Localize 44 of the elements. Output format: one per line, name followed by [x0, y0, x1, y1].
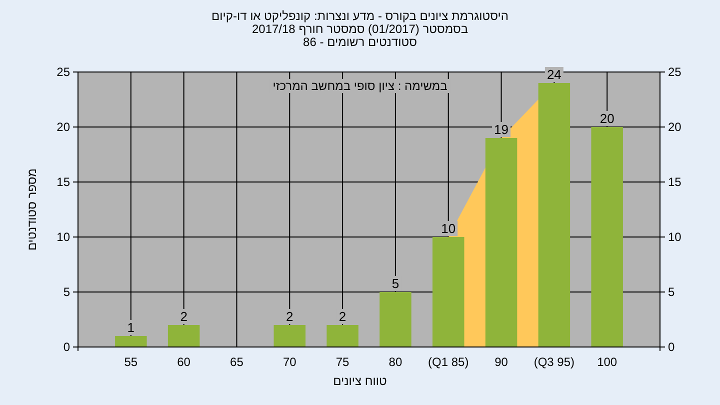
x-tick-label: 100 [597, 355, 618, 369]
bar [115, 336, 147, 347]
data-label: 19 [494, 122, 509, 137]
bar [591, 127, 623, 347]
x-tick-label: (Q1 85) [428, 355, 469, 369]
y-tick-label: 5 [63, 285, 70, 299]
bar [432, 237, 464, 347]
text: סטודנטים רשומים - 86 [303, 35, 418, 49]
y2-tick-label: 5 [668, 285, 675, 299]
x-tick-label: 70 [282, 355, 297, 369]
data-label: 2 [286, 309, 294, 324]
y-axis-title: מספר סטודנטים [25, 168, 39, 251]
bar [274, 325, 306, 347]
x-tick-label: 60 [177, 355, 191, 369]
y2-tick-label: 25 [668, 65, 682, 79]
data-label: 2 [338, 309, 346, 324]
data-label: 20 [600, 111, 614, 126]
data-label: 2 [180, 309, 188, 324]
x-tick-label: 55 [124, 355, 138, 369]
chart-title: היסטוגרמת ציונים בקורס - מדע ונצרות: קונפליקט או דו-קיום [212, 9, 508, 23]
y-tick-label: 10 [56, 230, 70, 244]
data-label: 5 [392, 276, 400, 291]
chart-subtitle: בסמסטר (01/2017) סמסטר חורף 2017/18 [252, 22, 468, 36]
y-tick-label: 0 [63, 340, 70, 354]
x-tick-label: 75 [336, 355, 350, 369]
x-tick-label: (Q3 95) [534, 355, 575, 369]
bar [326, 325, 358, 347]
x-tick-label: 90 [494, 355, 508, 369]
y-tick-label: 25 [56, 65, 70, 79]
x-tick-label: 80 [388, 355, 402, 369]
x-axis-title: טווח ציונים [333, 374, 388, 388]
bar [380, 292, 412, 347]
data-label: 24 [546, 67, 562, 82]
y-tick-label: 15 [56, 175, 70, 189]
y-tick-label: 20 [56, 120, 70, 134]
data-label: 1 [127, 320, 135, 335]
x-tick-label: 65 [230, 355, 244, 369]
bar [168, 325, 200, 347]
annotation: במשימה : ציון סופי במחשב המרכזי [272, 79, 448, 93]
y2-tick-label: 10 [668, 230, 682, 244]
y2-tick-label: 0 [668, 340, 675, 354]
y2-tick-label: 15 [668, 175, 682, 189]
y2-tick-label: 20 [668, 120, 682, 134]
data-label: 10 [441, 221, 456, 236]
